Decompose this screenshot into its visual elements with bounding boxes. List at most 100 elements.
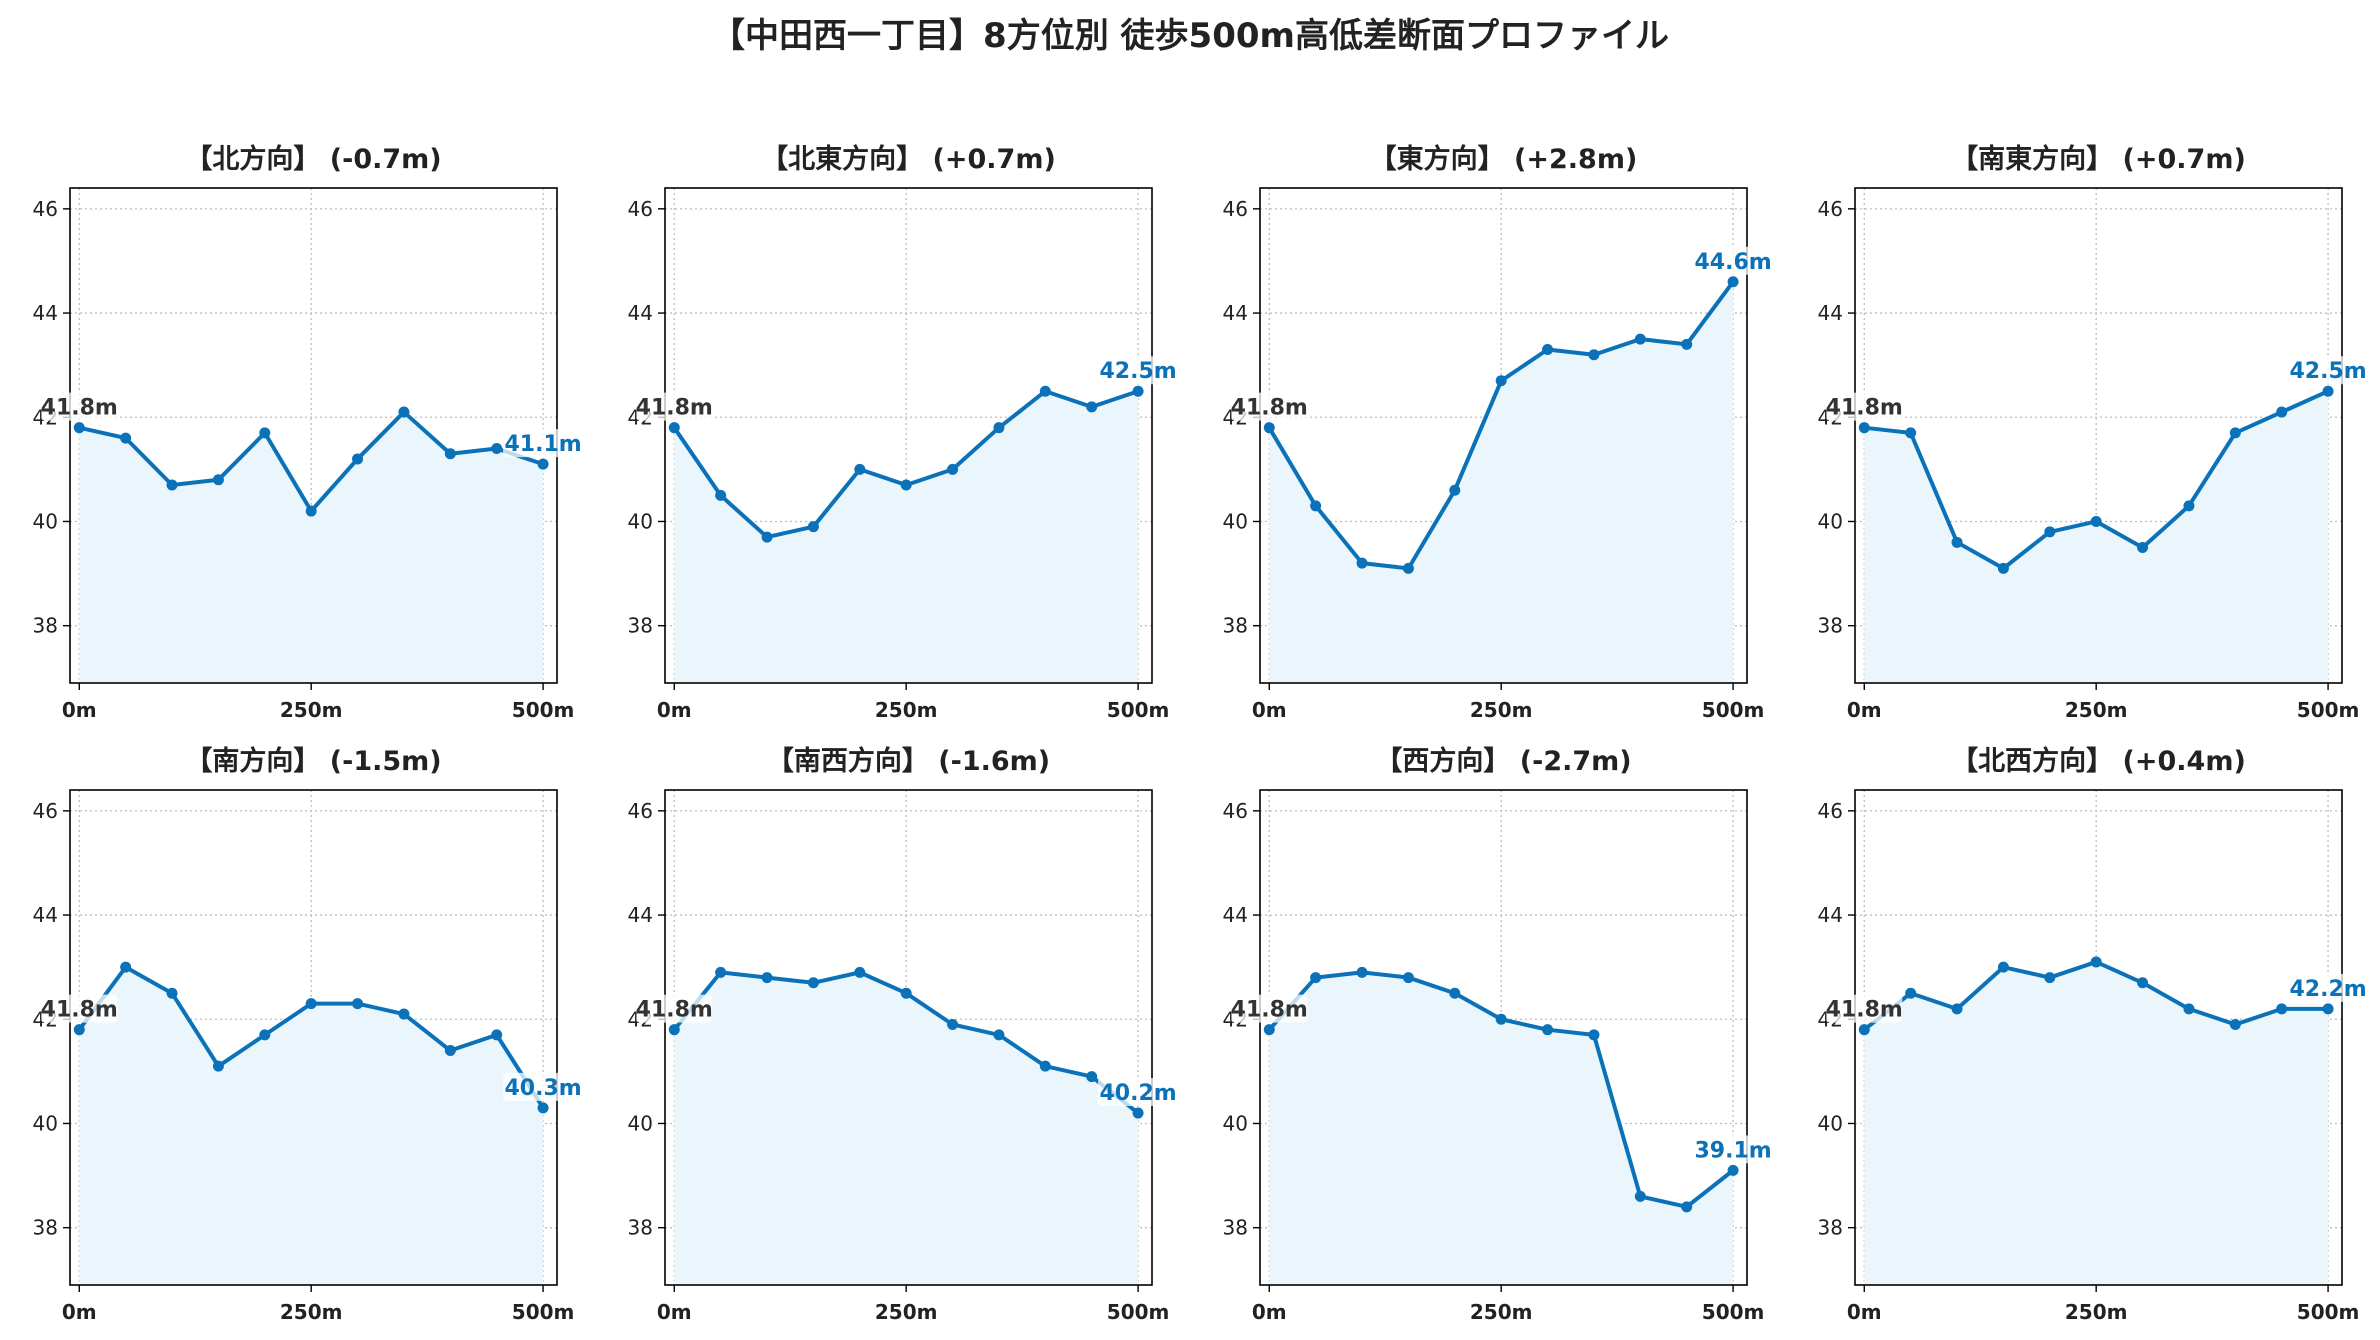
y-tick-label: 40 [33,1111,58,1135]
end-label-bg [1098,356,1179,385]
start-label-bg [1231,994,1308,1023]
data-point-6 [352,998,364,1010]
x-tick-label: 500m [1107,698,1170,722]
start-label-bg [1826,994,1903,1023]
chart-panel-3: 【東方向】 (+2.8m)38404244460m250m500m41.8m44… [1223,143,1774,722]
data-point-0 [73,422,85,434]
data-point-9 [1086,1071,1098,1083]
panel-title: 【東方向】 (+2.8m) [1370,143,1638,175]
y-tick-label: 38 [33,614,58,638]
end-label-bg [503,429,584,458]
data-point-0 [1263,422,1275,434]
data-point-4 [854,966,866,978]
start-label: 41.8m [1826,998,1903,1023]
x-tick-label: 0m [62,1300,97,1324]
data-point-6 [2137,542,2149,554]
x-tick-label: 250m [280,1300,343,1324]
y-tick-label: 46 [628,197,653,221]
data-point-7 [1588,1029,1600,1041]
y-tick-label: 40 [1818,1111,1843,1135]
data-point-0 [73,1024,85,1036]
data-point-9 [1086,401,1098,413]
data-point-10 [1727,276,1739,288]
data-point-9 [2276,406,2288,418]
end-label-bg [503,1072,584,1101]
end-label-bg [1693,1135,1774,1164]
data-point-1 [715,966,727,978]
x-tick-label: 0m [62,698,97,722]
data-point-6 [1542,1024,1554,1036]
x-tick-label: 500m [512,1300,575,1324]
y-tick-label: 44 [1818,301,1843,325]
x-tick-label: 250m [875,698,938,722]
data-point-5 [2090,956,2102,968]
axes-frame [1259,187,1748,684]
data-point-1 [1905,427,1917,439]
data-point-0 [1858,1024,1870,1036]
data-point-7 [2183,500,2195,512]
x-tick-label: 250m [2065,1300,2128,1324]
panel-title: 【南西方向】 (-1.6m) [767,745,1050,777]
y-tick-label: 38 [33,1216,58,1240]
y-tick-label: 40 [33,509,58,533]
x-tick-label: 0m [1847,698,1882,722]
x-tick-label: 250m [2065,698,2128,722]
data-point-4 [259,427,271,439]
y-tick-label: 40 [1223,1111,1248,1135]
y-tick-label: 44 [628,301,653,325]
chart-panel-7: 【西方向】 (-2.7m)38404244460m250m500m41.8m39… [1223,745,1774,1324]
end-label: 42.2m [2289,977,2366,1002]
data-point-6 [352,453,364,465]
data-point-3 [1402,972,1414,984]
x-tick-label: 500m [1702,698,1765,722]
start-label-bg [41,392,118,421]
data-point-6 [947,463,959,475]
profile-area [1269,281,1734,683]
profile-area [674,391,1139,683]
data-point-3 [807,977,819,989]
data-point-2 [761,531,773,543]
data-point-4 [854,463,866,475]
y-tick-label: 44 [1818,903,1843,927]
data-point-8 [1634,1190,1646,1202]
y-tick-label: 44 [1223,903,1248,927]
data-point-5 [900,479,912,491]
panel-title: 【北西方向】 (+0.4m) [1951,745,2246,777]
y-tick-label: 46 [33,197,58,221]
data-point-8 [1039,1060,1051,1072]
chart-panel-4: 【南東方向】 (+0.7m)38404244460m250m500m41.8m4… [1818,143,2369,722]
data-point-8 [1039,385,1051,397]
x-tick-label: 500m [1107,1300,1170,1324]
data-point-2 [1951,1003,1963,1015]
data-point-3 [1997,961,2009,973]
end-label: 42.5m [1099,359,1176,384]
end-label: 44.6m [1694,250,1771,275]
data-point-0 [1263,1024,1275,1036]
data-point-6 [947,1018,959,1030]
start-label-bg [1231,392,1308,421]
profile-area [79,967,544,1285]
data-point-2 [166,479,178,491]
profile-area [1864,961,2329,1285]
x-tick-label: 500m [2297,698,2360,722]
y-tick-label: 40 [1818,509,1843,533]
panel-title: 【西方向】 (-2.7m) [1375,745,1631,777]
data-point-0 [668,1024,680,1036]
data-point-9 [491,1029,503,1041]
data-point-9 [491,443,503,455]
panel-title: 【南方向】 (-1.5m) [185,745,441,777]
data-point-5 [305,998,317,1010]
data-point-8 [444,1045,456,1057]
y-tick-label: 46 [1818,197,1843,221]
data-point-2 [1951,536,1963,548]
x-tick-label: 0m [1252,1300,1287,1324]
x-tick-label: 0m [657,698,692,722]
data-point-9 [1681,1201,1693,1213]
data-point-10 [537,1102,549,1114]
data-point-4 [2044,972,2056,984]
chart-panel-5: 【南方向】 (-1.5m)38404244460m250m500m41.8m40… [33,745,584,1324]
data-point-6 [2137,977,2149,989]
data-point-1 [120,961,132,973]
